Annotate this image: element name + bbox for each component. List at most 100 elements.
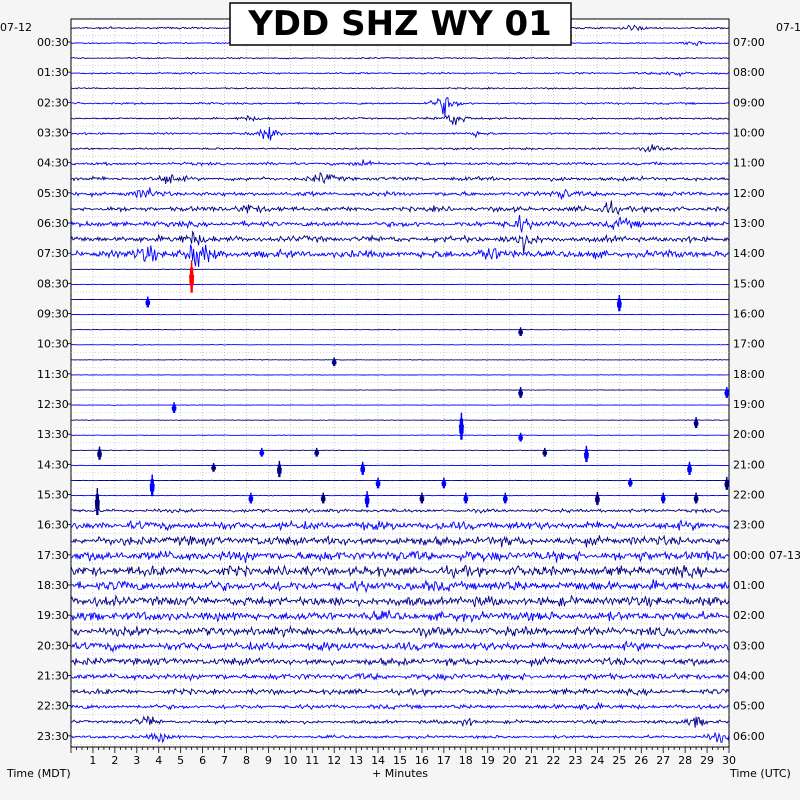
event-spike xyxy=(627,478,633,487)
left-time-label: 06:30 xyxy=(37,217,69,230)
event-spike xyxy=(94,488,100,516)
left-time-label: 11:30 xyxy=(37,368,69,381)
event-spike xyxy=(364,491,370,508)
seismic-traces xyxy=(70,24,730,744)
trace-row xyxy=(70,244,730,268)
right-time-label: 13:00 xyxy=(733,217,765,230)
event-spike xyxy=(419,492,425,504)
event-spike xyxy=(594,491,600,505)
event-spike xyxy=(331,357,337,367)
trace-row xyxy=(71,283,729,286)
event-spike xyxy=(458,412,464,440)
trace-row xyxy=(70,656,730,667)
trace-row xyxy=(70,579,730,594)
trace-row xyxy=(70,534,730,548)
event-spike xyxy=(693,492,699,504)
right-time-label: 11:00 xyxy=(733,157,765,170)
right-start-date-label: 07-1 xyxy=(776,21,800,34)
x-tick-label: 28 xyxy=(678,754,692,767)
event-spike xyxy=(583,445,589,463)
event-spike xyxy=(171,402,177,413)
left-axis-label: Time (MDT) xyxy=(6,767,71,780)
left-time-label: 21:30 xyxy=(37,670,69,683)
grid xyxy=(71,19,729,747)
left-time-label: 10:30 xyxy=(37,338,69,351)
event-spike xyxy=(320,492,326,504)
right-time-label: 20:00 xyxy=(733,428,765,441)
trace-row xyxy=(70,374,729,376)
event-spike xyxy=(693,417,699,429)
right-time-labels: 07:00 08:00 09:00 10:00 11:00 12:00 13:00 14:00… xyxy=(733,36,800,743)
trace-row xyxy=(70,230,730,254)
right-time-label: 00:00 xyxy=(733,549,765,562)
x-tick-label: 23 xyxy=(568,754,582,767)
event-spike xyxy=(314,447,320,457)
right-time-label: 10:00 xyxy=(733,127,765,140)
trace-row xyxy=(70,127,730,141)
trace-row xyxy=(70,343,729,346)
right-time-label: 07:00 xyxy=(733,36,765,49)
x-tick-label: 16 xyxy=(415,754,429,767)
trace-row xyxy=(70,389,730,391)
event-spike xyxy=(660,492,666,504)
x-tick-label: 20 xyxy=(503,754,517,767)
left-time-label: 19:30 xyxy=(37,609,69,622)
event-spike xyxy=(616,294,622,312)
x-tick-label: 4 xyxy=(155,754,162,767)
left-time-label: 15:30 xyxy=(37,489,69,502)
title-box xyxy=(229,2,572,46)
x-tick-label: 15 xyxy=(393,754,407,767)
right-time-label: 01:00 xyxy=(733,579,765,592)
trace-row xyxy=(70,715,730,728)
trace-row xyxy=(70,187,730,200)
right-time-label: 08:00 xyxy=(733,66,765,79)
x-tick-label: 14 xyxy=(371,754,385,767)
right-time-label: 03:00 xyxy=(733,639,765,652)
x-tick-label: 24 xyxy=(590,754,604,767)
event-spike xyxy=(189,260,195,293)
trace-row xyxy=(70,214,730,233)
right-time-label: 09:00 xyxy=(733,96,765,109)
trace-row xyxy=(71,268,730,271)
x-tick-label: 17 xyxy=(437,754,451,767)
event-spike xyxy=(542,447,548,457)
trace-row xyxy=(70,672,730,682)
left-date-label: 07-12 xyxy=(0,21,32,34)
x-tick-label: 6 xyxy=(199,754,206,767)
event-spike xyxy=(518,327,524,336)
left-time-label: 12:30 xyxy=(37,398,69,411)
trace-row xyxy=(70,507,730,514)
event-spike xyxy=(145,296,151,308)
right-time-label: 23:00 xyxy=(733,519,765,532)
right-next-date-label: 07-13 xyxy=(769,549,800,562)
right-time-label: 18:00 xyxy=(733,368,765,381)
trace-row xyxy=(70,200,730,216)
right-axis-label: Time (UTC) xyxy=(729,767,791,780)
trace-row xyxy=(70,298,730,301)
left-time-label: 05:30 xyxy=(37,187,69,200)
x-tick-label: 7 xyxy=(221,754,228,767)
x-tick-label: 30 xyxy=(722,754,736,767)
event-spike xyxy=(276,460,282,478)
trace-row xyxy=(70,640,730,654)
left-time-label: 16:30 xyxy=(37,519,69,532)
event-spike xyxy=(687,461,692,475)
trace-row xyxy=(70,86,730,91)
event-spike xyxy=(248,492,254,504)
trace-row xyxy=(70,479,730,482)
trace-row xyxy=(70,701,730,711)
trace-row xyxy=(70,564,730,580)
x-tick-label: 18 xyxy=(459,754,473,767)
trace-row xyxy=(70,328,730,331)
x-tick-label: 12 xyxy=(327,754,341,767)
trace-row xyxy=(70,549,730,563)
x-tick-label: 9 xyxy=(265,754,272,767)
event-spike xyxy=(149,474,155,497)
x-tick-label: 2 xyxy=(111,754,118,767)
trace-row xyxy=(70,114,730,126)
left-time-label: 17:30 xyxy=(37,549,69,562)
x-tick-label: 3 xyxy=(133,754,140,767)
right-time-label: 15:00 xyxy=(733,277,765,290)
trace-row xyxy=(70,313,730,316)
